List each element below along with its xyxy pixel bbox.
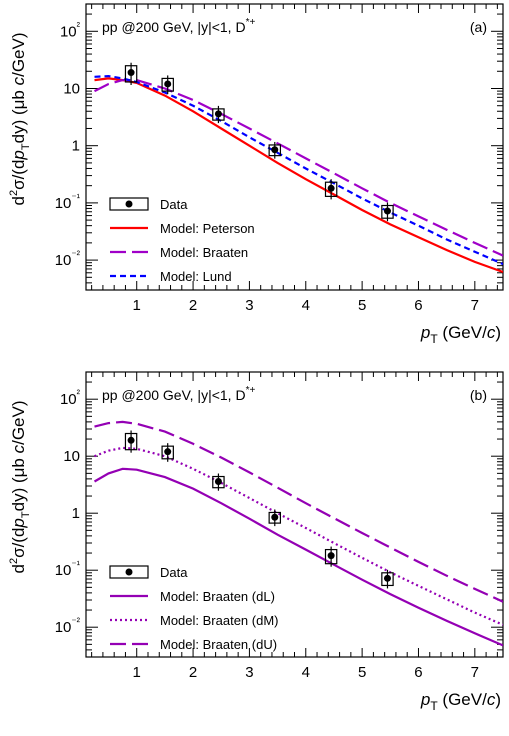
x-tick-label: 5 — [358, 297, 366, 314]
x-tick-label: 4 — [302, 297, 310, 314]
y-tick-label: 10 — [63, 80, 80, 97]
data-point — [271, 513, 279, 521]
data-points — [124, 430, 394, 589]
data-point — [383, 207, 391, 215]
legend-data-marker — [125, 568, 133, 576]
x-axis-label: pT (GeV/c) — [420, 690, 501, 713]
x-tick-label: 7 — [471, 297, 479, 314]
legend-data-box — [109, 565, 149, 579]
x-tick-label: 1 — [133, 297, 141, 314]
data-point — [127, 436, 135, 444]
annotation: pp @200 GeV, |y|<1, D*+ — [102, 385, 255, 403]
x-tick-label: 6 — [414, 664, 422, 681]
y-tick-label: 10⁻² — [55, 250, 81, 269]
legend-data-marker — [125, 200, 133, 208]
x-axis-label: pT (GeV/c) — [420, 323, 501, 346]
y-tick-label: 10⁻² — [55, 617, 81, 636]
x-tick-label: 5 — [358, 664, 366, 681]
legend-label: Model: Peterson — [160, 221, 255, 236]
data-points — [124, 62, 394, 222]
legend: Data Model: Peterson Model: Braaten Model: … — [109, 197, 255, 284]
legend: Data Model: Braaten (dL) Model: Braaten (d… — [109, 565, 279, 652]
x-tick-label: 4 — [302, 664, 310, 681]
panel-label: (b) — [470, 387, 487, 403]
curves — [93, 420, 503, 647]
y-tick-label: 10⁻¹ — [55, 193, 81, 212]
data-point — [127, 69, 135, 77]
x-tick-label: 6 — [414, 297, 422, 314]
series-line-2 — [94, 74, 503, 266]
y-tick-label: 10 — [63, 448, 80, 465]
legend-label: Model: Braaten (dU) — [160, 637, 277, 652]
legend-label: Model: Braaten (dL) — [160, 589, 275, 604]
y-tick-label: 1 — [72, 138, 80, 155]
legend-label: Data — [160, 197, 188, 212]
data-point — [214, 110, 222, 118]
legend-label: Model: Braaten (dM) — [160, 613, 279, 628]
y-tick-label: 10² — [60, 21, 81, 40]
x-tick-label: 3 — [245, 664, 253, 681]
curves — [94, 74, 503, 274]
series-line-1 — [94, 78, 503, 257]
x-tick-label: 3 — [245, 297, 253, 314]
panel-label: (a) — [470, 19, 487, 35]
data-point — [271, 146, 279, 154]
data-point — [164, 80, 172, 88]
y-tick-label: 10⁻¹ — [55, 560, 81, 579]
data-point — [327, 552, 335, 560]
data-point — [214, 477, 222, 485]
data-point — [164, 448, 172, 456]
y-axis-label: d2σ/(dpTdy) (μb c/GeV) — [8, 32, 32, 205]
legend-label: Model: Lund — [160, 269, 232, 284]
data-point — [327, 184, 335, 192]
x-tick-label: 2 — [189, 297, 197, 314]
x-tick-label: 2 — [189, 664, 197, 681]
chart-panel-0: 1 2 3 4 5 6 7 10⁻² 10⁻¹ 1 10 10² pp @200 GeV, |y|<1,… — [8, 3, 504, 346]
chart-panel-1: 1 2 3 4 5 6 7 10⁻² 10⁻¹ 1 10 10² pp @200 GeV, |y|<1,… — [8, 371, 504, 713]
data-point — [383, 574, 391, 582]
series-line-2 — [94, 420, 503, 603]
y-tick-label: 10² — [60, 389, 81, 408]
y-axis-label: d2σ/(dpTdy) (μb c/GeV) — [8, 400, 32, 573]
legend-label: Data — [160, 565, 188, 580]
series-line-0 — [94, 77, 503, 274]
legend-label: Model: Braaten — [160, 245, 248, 260]
legend-data-box — [109, 197, 149, 211]
x-tick-label: 7 — [471, 664, 479, 681]
series-line-0 — [93, 467, 503, 647]
y-tick-label: 1 — [72, 505, 80, 522]
plot-frame — [85, 371, 504, 658]
x-tick-label: 1 — [133, 664, 141, 681]
annotation: pp @200 GeV, |y|<1, D*+ — [102, 17, 255, 35]
